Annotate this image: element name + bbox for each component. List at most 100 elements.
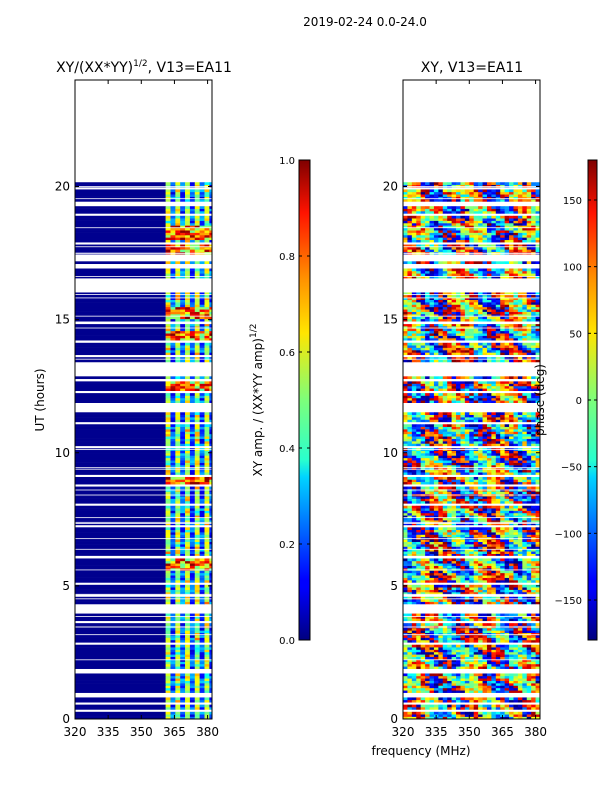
phase-cell xyxy=(421,573,426,576)
phase-cell xyxy=(403,683,408,686)
amp-cell-base xyxy=(75,228,166,231)
phase-cell xyxy=(438,705,443,708)
amp-cell xyxy=(195,585,200,588)
amp-cell xyxy=(190,233,195,236)
phase-cell xyxy=(513,602,518,605)
phase-cell xyxy=(434,463,439,466)
phase-cell xyxy=(430,470,435,473)
amp-cell xyxy=(204,396,209,399)
phase-cell xyxy=(403,570,408,573)
phase-cell xyxy=(456,546,461,549)
phase-cell xyxy=(460,439,465,442)
phase-cell xyxy=(465,568,470,571)
phase-cell xyxy=(505,638,510,641)
phase-cell xyxy=(500,546,505,549)
phase-cell xyxy=(505,453,510,456)
amp-cell xyxy=(170,573,175,576)
phase-cell xyxy=(460,647,465,650)
phase-cell xyxy=(434,652,439,655)
phase-cell xyxy=(460,599,465,602)
amp-cell-base xyxy=(75,381,166,384)
amp-cell xyxy=(175,638,180,641)
phase-cell xyxy=(513,561,518,564)
phase-cell xyxy=(452,714,457,717)
phase-cell xyxy=(452,623,457,626)
amp-cell xyxy=(175,534,180,537)
amp-cell xyxy=(195,652,200,655)
amp-cell xyxy=(195,223,200,226)
amp-cell xyxy=(180,350,185,353)
phase-cell xyxy=(421,451,426,454)
amp-cell xyxy=(180,561,185,564)
amp-cell xyxy=(185,652,190,655)
phase-cell xyxy=(438,460,443,463)
phase-cell xyxy=(407,506,412,509)
phase-cell xyxy=(487,630,492,633)
amp-cell-base xyxy=(75,211,166,214)
amp-cell xyxy=(195,381,200,384)
amp-cell xyxy=(170,192,175,195)
phase-cell xyxy=(416,673,421,676)
phase-cell xyxy=(478,690,483,693)
phase-cell xyxy=(460,650,465,653)
phase-cell xyxy=(474,638,479,641)
phase-cell xyxy=(491,630,496,633)
phase-cell xyxy=(452,460,457,463)
phase-cell xyxy=(438,666,443,669)
amp-cell xyxy=(204,628,209,631)
phase-cell xyxy=(412,712,417,715)
amp-cell xyxy=(185,508,190,511)
amp-cell xyxy=(185,542,190,545)
amp-cell xyxy=(200,628,205,631)
phase-cell xyxy=(434,628,439,631)
phase-cell xyxy=(505,477,510,480)
phase-cell xyxy=(403,455,408,458)
amp-cell xyxy=(204,343,209,346)
amp-cell-base xyxy=(75,182,166,185)
amp-cell xyxy=(190,558,195,561)
amp-cell xyxy=(185,352,190,355)
amp-cell xyxy=(180,685,185,688)
amp-cell xyxy=(180,309,185,312)
phase-cell xyxy=(438,712,443,715)
amp-cell xyxy=(195,307,200,310)
phase-cell xyxy=(496,714,501,717)
phase-cell xyxy=(460,566,465,569)
phase-cell xyxy=(434,455,439,458)
phase-cell xyxy=(505,563,510,566)
phase-cell xyxy=(407,618,412,621)
phase-cell xyxy=(438,676,443,679)
amp-cell xyxy=(166,192,171,195)
phase-cell xyxy=(483,666,488,669)
phase-cell xyxy=(518,453,523,456)
amp-cell xyxy=(195,302,200,305)
phase-cell xyxy=(456,650,461,653)
phase-cell xyxy=(505,614,510,617)
phase-cell xyxy=(412,580,417,583)
phase-cell xyxy=(425,511,430,514)
phase-cell xyxy=(407,479,412,482)
amp-cell-base xyxy=(75,530,166,533)
phase-cell xyxy=(527,599,532,602)
amp-cell xyxy=(185,249,190,252)
phase-cell xyxy=(416,518,421,521)
phase-cell xyxy=(469,580,474,583)
phase-cell xyxy=(491,573,496,576)
amp-cell xyxy=(190,396,195,399)
phase-cell xyxy=(478,678,483,681)
phase-cell xyxy=(447,630,452,633)
phase-cell xyxy=(500,647,505,650)
amp-cell xyxy=(175,230,180,233)
amp-cell xyxy=(190,218,195,221)
amp-cell xyxy=(204,211,209,214)
phase-cell xyxy=(518,714,523,717)
phase-cell xyxy=(465,506,470,509)
amp-cell xyxy=(200,645,205,648)
phase-cell xyxy=(425,690,430,693)
phase-cell xyxy=(412,546,417,549)
amp-cell xyxy=(170,650,175,653)
amp-cell xyxy=(195,443,200,446)
phase-cell xyxy=(407,580,412,583)
amp-cell xyxy=(195,458,200,461)
phase-cell xyxy=(416,602,421,605)
